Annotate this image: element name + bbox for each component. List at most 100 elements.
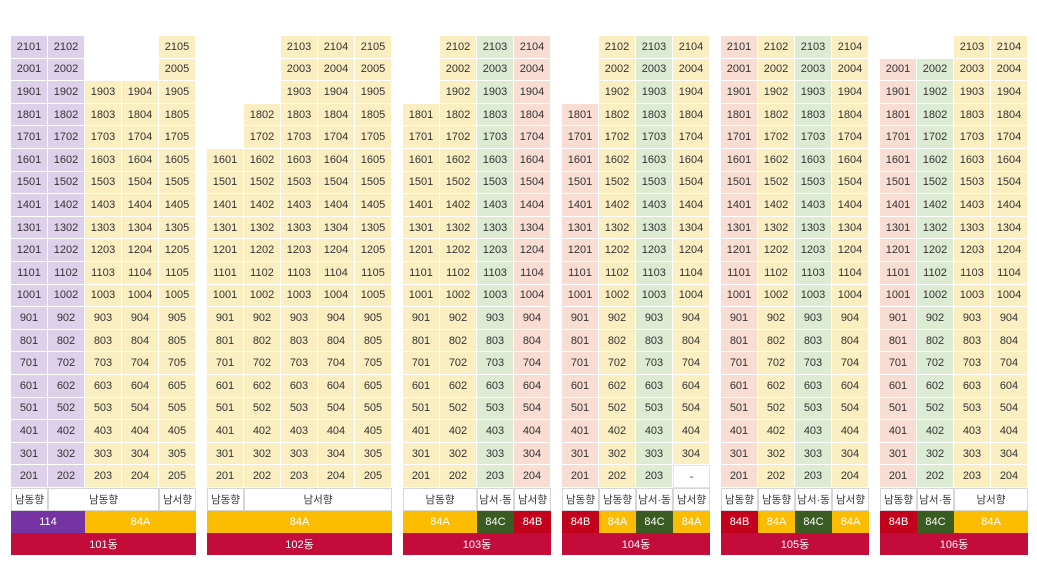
orientation-label: 남동향: [721, 488, 758, 511]
unit-cell: 1802: [440, 103, 477, 127]
unit-cell: 502: [758, 397, 795, 421]
unit-cell: 2101: [721, 36, 758, 59]
orientation-label: 남서향: [832, 488, 869, 511]
unit-cell: 1201: [403, 239, 440, 262]
unit-cell: 1903: [85, 81, 122, 104]
unit-cell: 203: [477, 465, 514, 488]
unit-cell: 1304: [991, 216, 1028, 240]
unit-cell: 504: [991, 397, 1028, 421]
unit-cell: 302: [48, 442, 85, 466]
unit-cell: 2003: [281, 58, 318, 82]
unit-cell: 303: [281, 442, 318, 466]
unit-cell: 605: [159, 375, 196, 398]
unit-cell: 1204: [832, 239, 869, 262]
unit-cell: 1104: [991, 262, 1028, 285]
unit-cell: 2001: [880, 58, 917, 82]
unit-cell: 603: [85, 375, 122, 398]
unit-cell: 1902: [48, 81, 85, 104]
unit-cell: 1002: [758, 284, 795, 308]
unit-cell: 205: [159, 465, 196, 488]
unit-type-badge: 84A: [599, 511, 636, 533]
unit-cell: 2004: [673, 58, 710, 82]
orientation-label: 남서향: [244, 488, 392, 511]
unit-cell: 1904: [991, 81, 1028, 104]
unit-cell: 1804: [673, 103, 710, 127]
unit-cell: 1603: [477, 149, 514, 172]
orientation-label: 남동향: [403, 488, 477, 511]
unit-cell: 1401: [880, 194, 917, 217]
unit-cell: 1203: [281, 239, 318, 262]
unit-cell: 1501: [403, 171, 440, 195]
unit-cell: 1102: [758, 262, 795, 285]
unit-cell: 1301: [207, 216, 244, 240]
unit-cell: 702: [758, 352, 795, 375]
unit-cell: 1902: [440, 81, 477, 104]
unit-cell: 1304: [673, 216, 710, 240]
unit-cell: 1802: [917, 103, 954, 127]
unit-cell: 502: [440, 397, 477, 421]
unit-cell: 1003: [477, 284, 514, 308]
unit-cell: 1405: [159, 194, 196, 217]
unit-type-badge: 84B: [721, 511, 758, 533]
unit-cell: 402: [599, 420, 636, 443]
unit-cell: 2002: [917, 58, 954, 82]
unit-cell: 1001: [721, 284, 758, 308]
unit-cell: 304: [122, 442, 159, 466]
unit-cell: 704: [122, 352, 159, 375]
unit-cell: 804: [318, 329, 355, 353]
unit-cell: 1302: [758, 216, 795, 240]
unit-cell: 1703: [281, 126, 318, 149]
unit-cell: 1102: [917, 262, 954, 285]
unit-cell: 1301: [403, 216, 440, 240]
unit-cell: 1903: [795, 81, 832, 104]
building-name-label: 103동: [403, 533, 551, 555]
unit-cell: 1802: [48, 103, 85, 127]
unit-cell: 1403: [281, 194, 318, 217]
unit-cell: 1803: [795, 103, 832, 127]
unit-cell: 1603: [636, 149, 673, 172]
unit-cell: 1901: [11, 81, 48, 104]
unit-cell: 1201: [207, 239, 244, 262]
unit-cell: 401: [403, 420, 440, 443]
unit-type-badge: 84A: [954, 511, 1028, 533]
unit-cell: 502: [244, 397, 281, 421]
unit-cell: 1703: [795, 126, 832, 149]
unit-cell: 2102: [758, 36, 795, 59]
unit-cell: 501: [403, 397, 440, 421]
unit-cell: 1501: [562, 171, 599, 195]
unit-cell: 703: [954, 352, 991, 375]
unit-cell: 1102: [48, 262, 85, 285]
unit-cell: 504: [318, 397, 355, 421]
unit-cell: 1903: [954, 81, 991, 104]
unit-cell: 301: [11, 442, 48, 466]
unit-cell: 601: [403, 375, 440, 398]
unit-type-badge: 84A: [758, 511, 795, 533]
unit-cell-empty: -: [673, 465, 710, 488]
unit-cell: 1903: [477, 81, 514, 104]
unit-cell: 1205: [355, 239, 392, 262]
unit-cell: 401: [11, 420, 48, 443]
unit-cell: 1202: [599, 239, 636, 262]
unit-cell: 2102: [440, 36, 477, 59]
unit-cell: 1501: [11, 171, 48, 195]
unit-cell: 1305: [355, 216, 392, 240]
unit-cell: 203: [281, 465, 318, 488]
unit-cell: 1504: [318, 171, 355, 195]
unit-cell: 1103: [85, 262, 122, 285]
unit-type-badge: 84A: [85, 511, 196, 533]
unit-cell: 1402: [244, 194, 281, 217]
unit-cell: 704: [832, 352, 869, 375]
unit-cell: 1904: [832, 81, 869, 104]
unit-cell: 2002: [599, 58, 636, 82]
unit-cell: 1401: [562, 194, 599, 217]
unit-cell: 403: [281, 420, 318, 443]
unit-cell: 1704: [318, 126, 355, 149]
unit-cell: 1705: [355, 126, 392, 149]
unit-cell: 802: [758, 329, 795, 353]
unit-cell: 401: [880, 420, 917, 443]
unit-cell: 1201: [11, 239, 48, 262]
unit-cell: 1303: [636, 216, 673, 240]
unit-cell: 1004: [991, 284, 1028, 308]
unit-cell: 1402: [48, 194, 85, 217]
unit-cell: 1401: [721, 194, 758, 217]
